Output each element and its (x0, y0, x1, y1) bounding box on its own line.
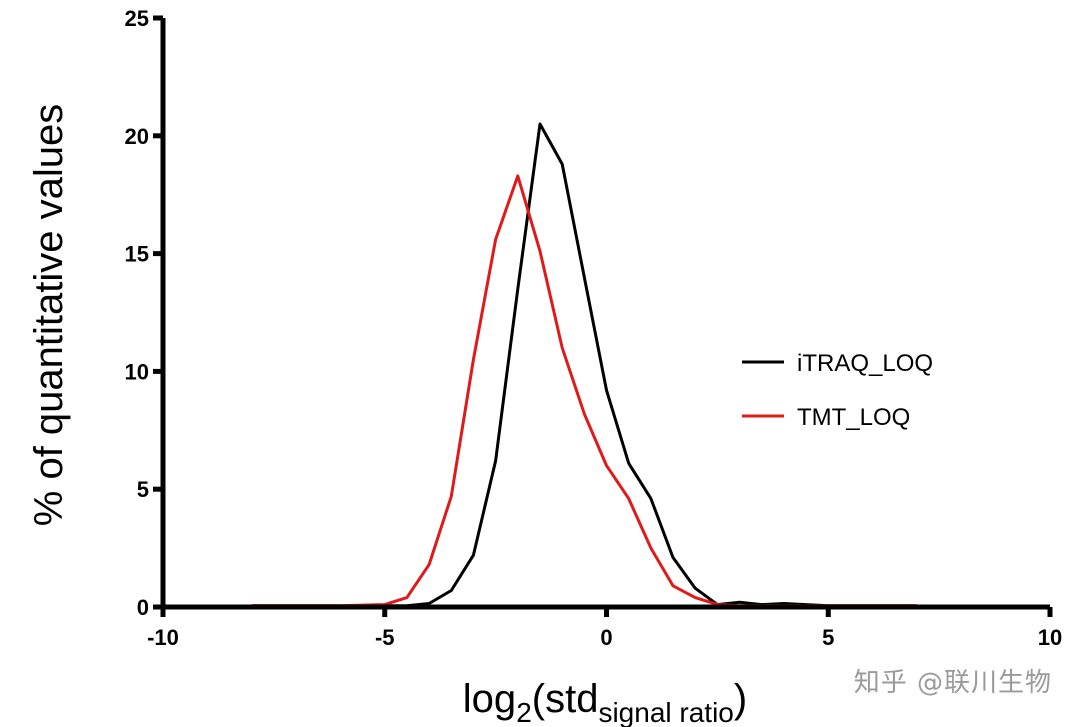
legend: iTRAQ_LOQ TMT_LOQ (742, 350, 933, 431)
x-tick-label: 0 (600, 625, 612, 650)
x-axis-title-main: log (463, 677, 516, 721)
y-tick-label: 25 (125, 6, 149, 31)
y-tick-label: 20 (125, 124, 149, 149)
tick-group: 0 5 10 15 20 25 -10 -5 0 5 10 (125, 6, 1063, 650)
x-axis-title-sub2: signal ratio (598, 697, 733, 727)
x-axis-title-close: ) (734, 677, 747, 721)
x-tick-label: -5 (375, 625, 395, 650)
x-axis-title: log2(stdsignal ratio) (463, 677, 747, 727)
x-axis-title-sub: 2 (516, 697, 532, 727)
series-line-tmt-loq (251, 174, 917, 608)
y-tick-label: 15 (125, 242, 149, 267)
legend-label: TMT_LOQ (797, 404, 910, 431)
legend-label: iTRAQ_LOQ (797, 350, 933, 377)
x-axis-title-open: (std (532, 677, 599, 721)
axes (160, 18, 1050, 610)
y-tick-label: 5 (137, 477, 149, 502)
watermark: 知乎 @联川生物 (853, 668, 1052, 698)
x-tick-label: 10 (1038, 625, 1062, 650)
y-axis-title: % of quantitative values (27, 104, 71, 526)
x-tick-label: -10 (147, 625, 179, 650)
y-tick-label: 0 (137, 595, 149, 620)
x-tick-label: 5 (822, 625, 834, 650)
y-tick-label: 10 (125, 359, 149, 384)
